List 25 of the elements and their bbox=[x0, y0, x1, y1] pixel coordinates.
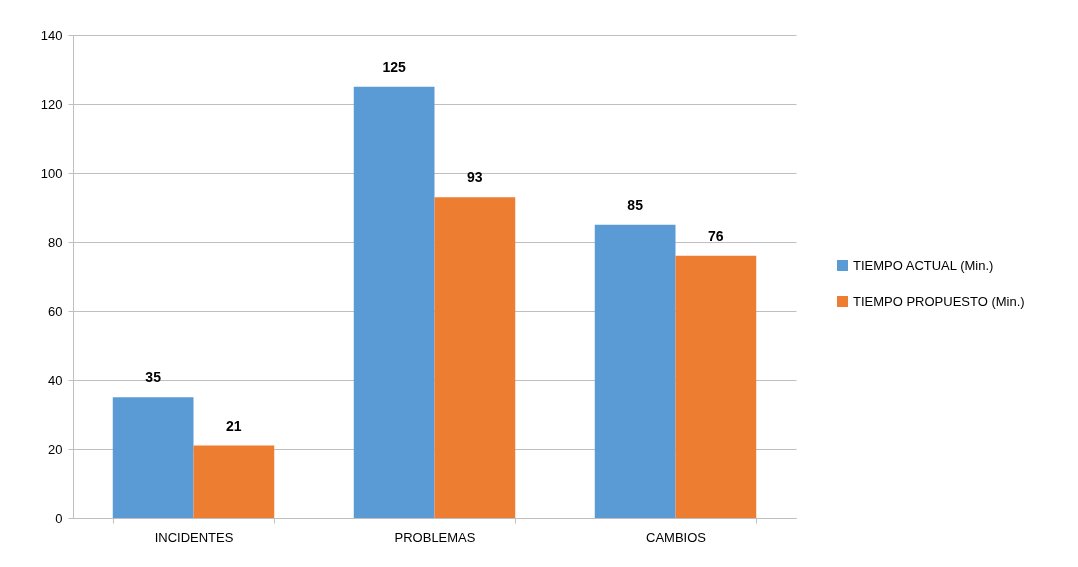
data-label: 85 bbox=[627, 196, 644, 213]
bar bbox=[675, 255, 757, 518]
data-label: 35 bbox=[145, 369, 162, 386]
y-tick-label: 0 bbox=[55, 510, 63, 526]
data-label: 125 bbox=[382, 58, 407, 75]
y-tick-label: 100 bbox=[40, 165, 63, 181]
y-tick-label: 140 bbox=[40, 27, 63, 43]
bar bbox=[112, 397, 194, 518]
bar bbox=[594, 224, 676, 518]
y-tick-label: 40 bbox=[48, 372, 63, 388]
y-tick-label: 60 bbox=[48, 303, 63, 319]
bar bbox=[434, 197, 516, 518]
x-tick-label: PROBLEMAS bbox=[394, 529, 476, 545]
y-tick-label: 120 bbox=[40, 96, 63, 112]
x-tick-label: CAMBIOS bbox=[646, 529, 707, 545]
data-label: 21 bbox=[226, 417, 242, 434]
data-label: 76 bbox=[708, 227, 724, 244]
y-tick-label: 20 bbox=[48, 441, 63, 457]
bar bbox=[353, 86, 435, 518]
data-label: 93 bbox=[467, 169, 483, 186]
y-tick-label: 80 bbox=[48, 234, 63, 250]
x-tick-label: INCIDENTES bbox=[154, 529, 234, 545]
legend-label: TIEMPO PROPUESTO (Min.) bbox=[853, 293, 1025, 309]
legend-label: TIEMPO ACTUAL (Min.) bbox=[853, 257, 994, 273]
bar bbox=[193, 445, 275, 518]
